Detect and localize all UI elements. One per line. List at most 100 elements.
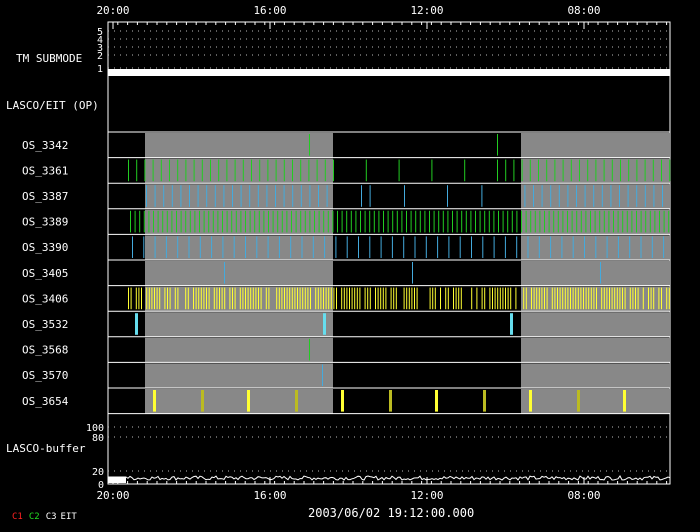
row-os_3570 bbox=[108, 361, 670, 388]
obs-mark bbox=[610, 185, 612, 207]
obs-mark bbox=[662, 185, 663, 207]
obs-mark bbox=[447, 287, 449, 310]
obs-mark bbox=[513, 159, 515, 182]
obs-mark bbox=[234, 159, 236, 182]
obs-mark bbox=[416, 287, 418, 310]
obs-mark bbox=[502, 287, 504, 310]
obs-mark bbox=[603, 159, 605, 182]
obs-mark bbox=[585, 287, 587, 310]
obs-mark bbox=[548, 210, 550, 233]
obs-mark bbox=[414, 287, 415, 310]
obs-mark bbox=[483, 390, 486, 412]
obs-mark bbox=[304, 287, 306, 310]
obs-mark bbox=[194, 210, 196, 233]
tm-submode-label: TM SUBMODE bbox=[16, 52, 82, 65]
obs-mark bbox=[256, 236, 258, 258]
obs-mark bbox=[497, 287, 499, 310]
obs-mark bbox=[245, 210, 246, 233]
buffer-initial-block bbox=[108, 477, 126, 483]
obs-mark bbox=[492, 287, 493, 310]
obs-mark bbox=[377, 287, 379, 310]
obs-mark bbox=[401, 210, 403, 233]
obs-mark bbox=[557, 287, 558, 310]
obs-mark bbox=[624, 287, 626, 310]
obs-mark bbox=[523, 287, 525, 310]
obs-mark bbox=[214, 185, 216, 207]
obs-mark bbox=[533, 287, 535, 310]
row-os_3654 bbox=[108, 387, 670, 414]
row-label-os_3387: OS_3387 bbox=[22, 190, 68, 203]
obs-mark bbox=[464, 159, 466, 182]
obs-mark bbox=[257, 185, 259, 207]
obs-mark bbox=[323, 313, 326, 335]
obs-mark bbox=[333, 287, 335, 310]
obs-mark bbox=[529, 390, 532, 412]
tm-level-1: 1 bbox=[97, 64, 103, 75]
obs-mark bbox=[309, 134, 310, 156]
row-label-os_3568: OS_3568 bbox=[22, 344, 68, 357]
obs-mark bbox=[632, 287, 634, 310]
obs-mark bbox=[576, 185, 577, 207]
obs-mark bbox=[550, 185, 552, 207]
obs-mark bbox=[290, 236, 292, 258]
obs-mark bbox=[437, 236, 439, 258]
obs-mark bbox=[544, 287, 545, 310]
obs-mark bbox=[663, 210, 665, 233]
obs-mark bbox=[163, 185, 165, 207]
obs-mark bbox=[332, 210, 334, 233]
row-label-os_3390: OS_3390 bbox=[22, 241, 68, 254]
obs-mark bbox=[143, 210, 145, 233]
obs-mark bbox=[240, 210, 242, 233]
obs-mark bbox=[541, 287, 543, 310]
obs-mark bbox=[406, 287, 408, 310]
obs-mark bbox=[635, 287, 636, 310]
row-os_3532 bbox=[108, 310, 670, 337]
obs-mark bbox=[135, 287, 137, 310]
obs-mark bbox=[297, 287, 298, 310]
obs-mark bbox=[154, 287, 155, 310]
obs-mark bbox=[538, 159, 539, 182]
obs-mark bbox=[588, 287, 590, 310]
obs-mark bbox=[154, 185, 156, 207]
top-time-label-3: 08:00 bbox=[567, 4, 600, 17]
obs-mark bbox=[367, 287, 369, 310]
obs-mark bbox=[185, 159, 187, 182]
obs-mark bbox=[653, 287, 655, 310]
obs-mark bbox=[281, 210, 283, 233]
obs-mark bbox=[169, 159, 170, 182]
obs-mark bbox=[551, 287, 553, 310]
obs-mark bbox=[648, 287, 649, 310]
obs-mark bbox=[361, 185, 362, 207]
obs-mark bbox=[226, 159, 228, 182]
obs-mark bbox=[412, 262, 413, 284]
obs-mark bbox=[286, 210, 288, 233]
obs-mark bbox=[346, 210, 348, 233]
obs-mark bbox=[546, 287, 548, 310]
obs-mark bbox=[611, 287, 613, 310]
row-os_3387 bbox=[108, 182, 670, 209]
obs-mark bbox=[185, 287, 187, 310]
legend-c2: C2 bbox=[28, 512, 40, 522]
buffer-label: LASCO-buffer bbox=[6, 442, 86, 455]
obs-mark bbox=[328, 287, 330, 310]
obs-mark bbox=[594, 210, 596, 233]
obs-mark bbox=[144, 159, 146, 182]
obs-mark bbox=[651, 236, 653, 258]
obs-mark bbox=[550, 236, 552, 258]
obs-mark bbox=[669, 159, 671, 182]
obs-mark bbox=[456, 210, 458, 233]
obs-mark bbox=[479, 210, 481, 233]
obs-mark bbox=[322, 364, 323, 386]
obs-mark bbox=[666, 287, 668, 310]
obs-mark bbox=[255, 287, 257, 310]
obs-mark bbox=[369, 236, 371, 258]
obs-mark bbox=[587, 159, 589, 182]
buffer-trace bbox=[107, 475, 671, 481]
obs-mark bbox=[197, 185, 199, 207]
obs-mark bbox=[652, 159, 654, 182]
obs-mark bbox=[579, 159, 580, 182]
day-band bbox=[521, 312, 670, 337]
obs-mark bbox=[159, 287, 161, 310]
obs-mark bbox=[645, 210, 647, 233]
obs-mark bbox=[453, 287, 454, 310]
